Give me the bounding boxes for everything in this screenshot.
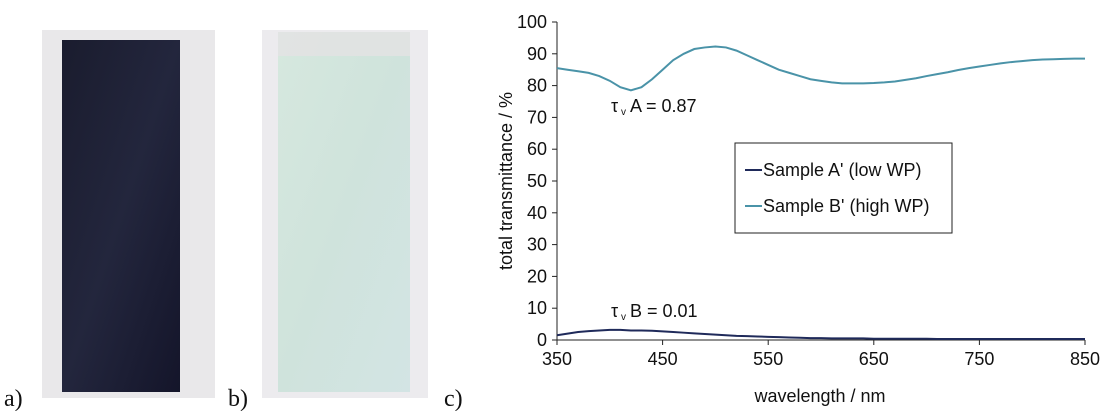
- data-line: [556, 328, 1085, 341]
- y-tick-label: 100: [517, 12, 547, 32]
- x-tick-label: 750: [964, 349, 994, 369]
- photo-a-sample: [62, 40, 180, 392]
- annotation-symbol: τ: [611, 301, 618, 321]
- y-tick-label: 60: [527, 139, 547, 159]
- legend-label: Sample B' (high WP): [763, 196, 930, 216]
- legend-box: [734, 142, 953, 234]
- annotation-subscript: v: [621, 107, 626, 118]
- y-tick-label: 10: [527, 298, 547, 318]
- x-tick-label: 650: [859, 349, 889, 369]
- y-tick-label: 80: [527, 76, 547, 96]
- annotation-symbol: τ: [611, 96, 618, 116]
- legend-label: Sample A' (low WP): [763, 160, 921, 180]
- y-tick-label: 40: [527, 203, 547, 223]
- photo-b-edge: [278, 32, 410, 56]
- x-tick-label: 350: [542, 349, 572, 369]
- panel-label: c): [444, 386, 463, 411]
- panel-label: a): [4, 386, 23, 411]
- panel-label: b): [228, 386, 248, 411]
- y-tick-label: 90: [527, 44, 547, 64]
- annotation-text: B = 0.01: [630, 301, 698, 321]
- x-axis-label: wavelength / nm: [753, 386, 885, 406]
- y-axis-label: total transmittance / %: [496, 92, 516, 270]
- data-line: [556, 45, 1085, 92]
- y-tick-label: 30: [527, 235, 547, 255]
- photo-b-sample: [278, 32, 410, 392]
- annotation-text: A = 0.87: [630, 96, 697, 116]
- annotation-subscript: v: [621, 312, 626, 323]
- x-tick-label: 450: [648, 349, 678, 369]
- y-tick-label: 70: [527, 107, 547, 127]
- y-tick-label: 50: [527, 171, 547, 191]
- x-tick-label: 550: [753, 349, 783, 369]
- x-tick-label: 850: [1070, 349, 1100, 369]
- y-tick-label: 0: [537, 330, 547, 350]
- y-tick-label: 20: [527, 266, 547, 286]
